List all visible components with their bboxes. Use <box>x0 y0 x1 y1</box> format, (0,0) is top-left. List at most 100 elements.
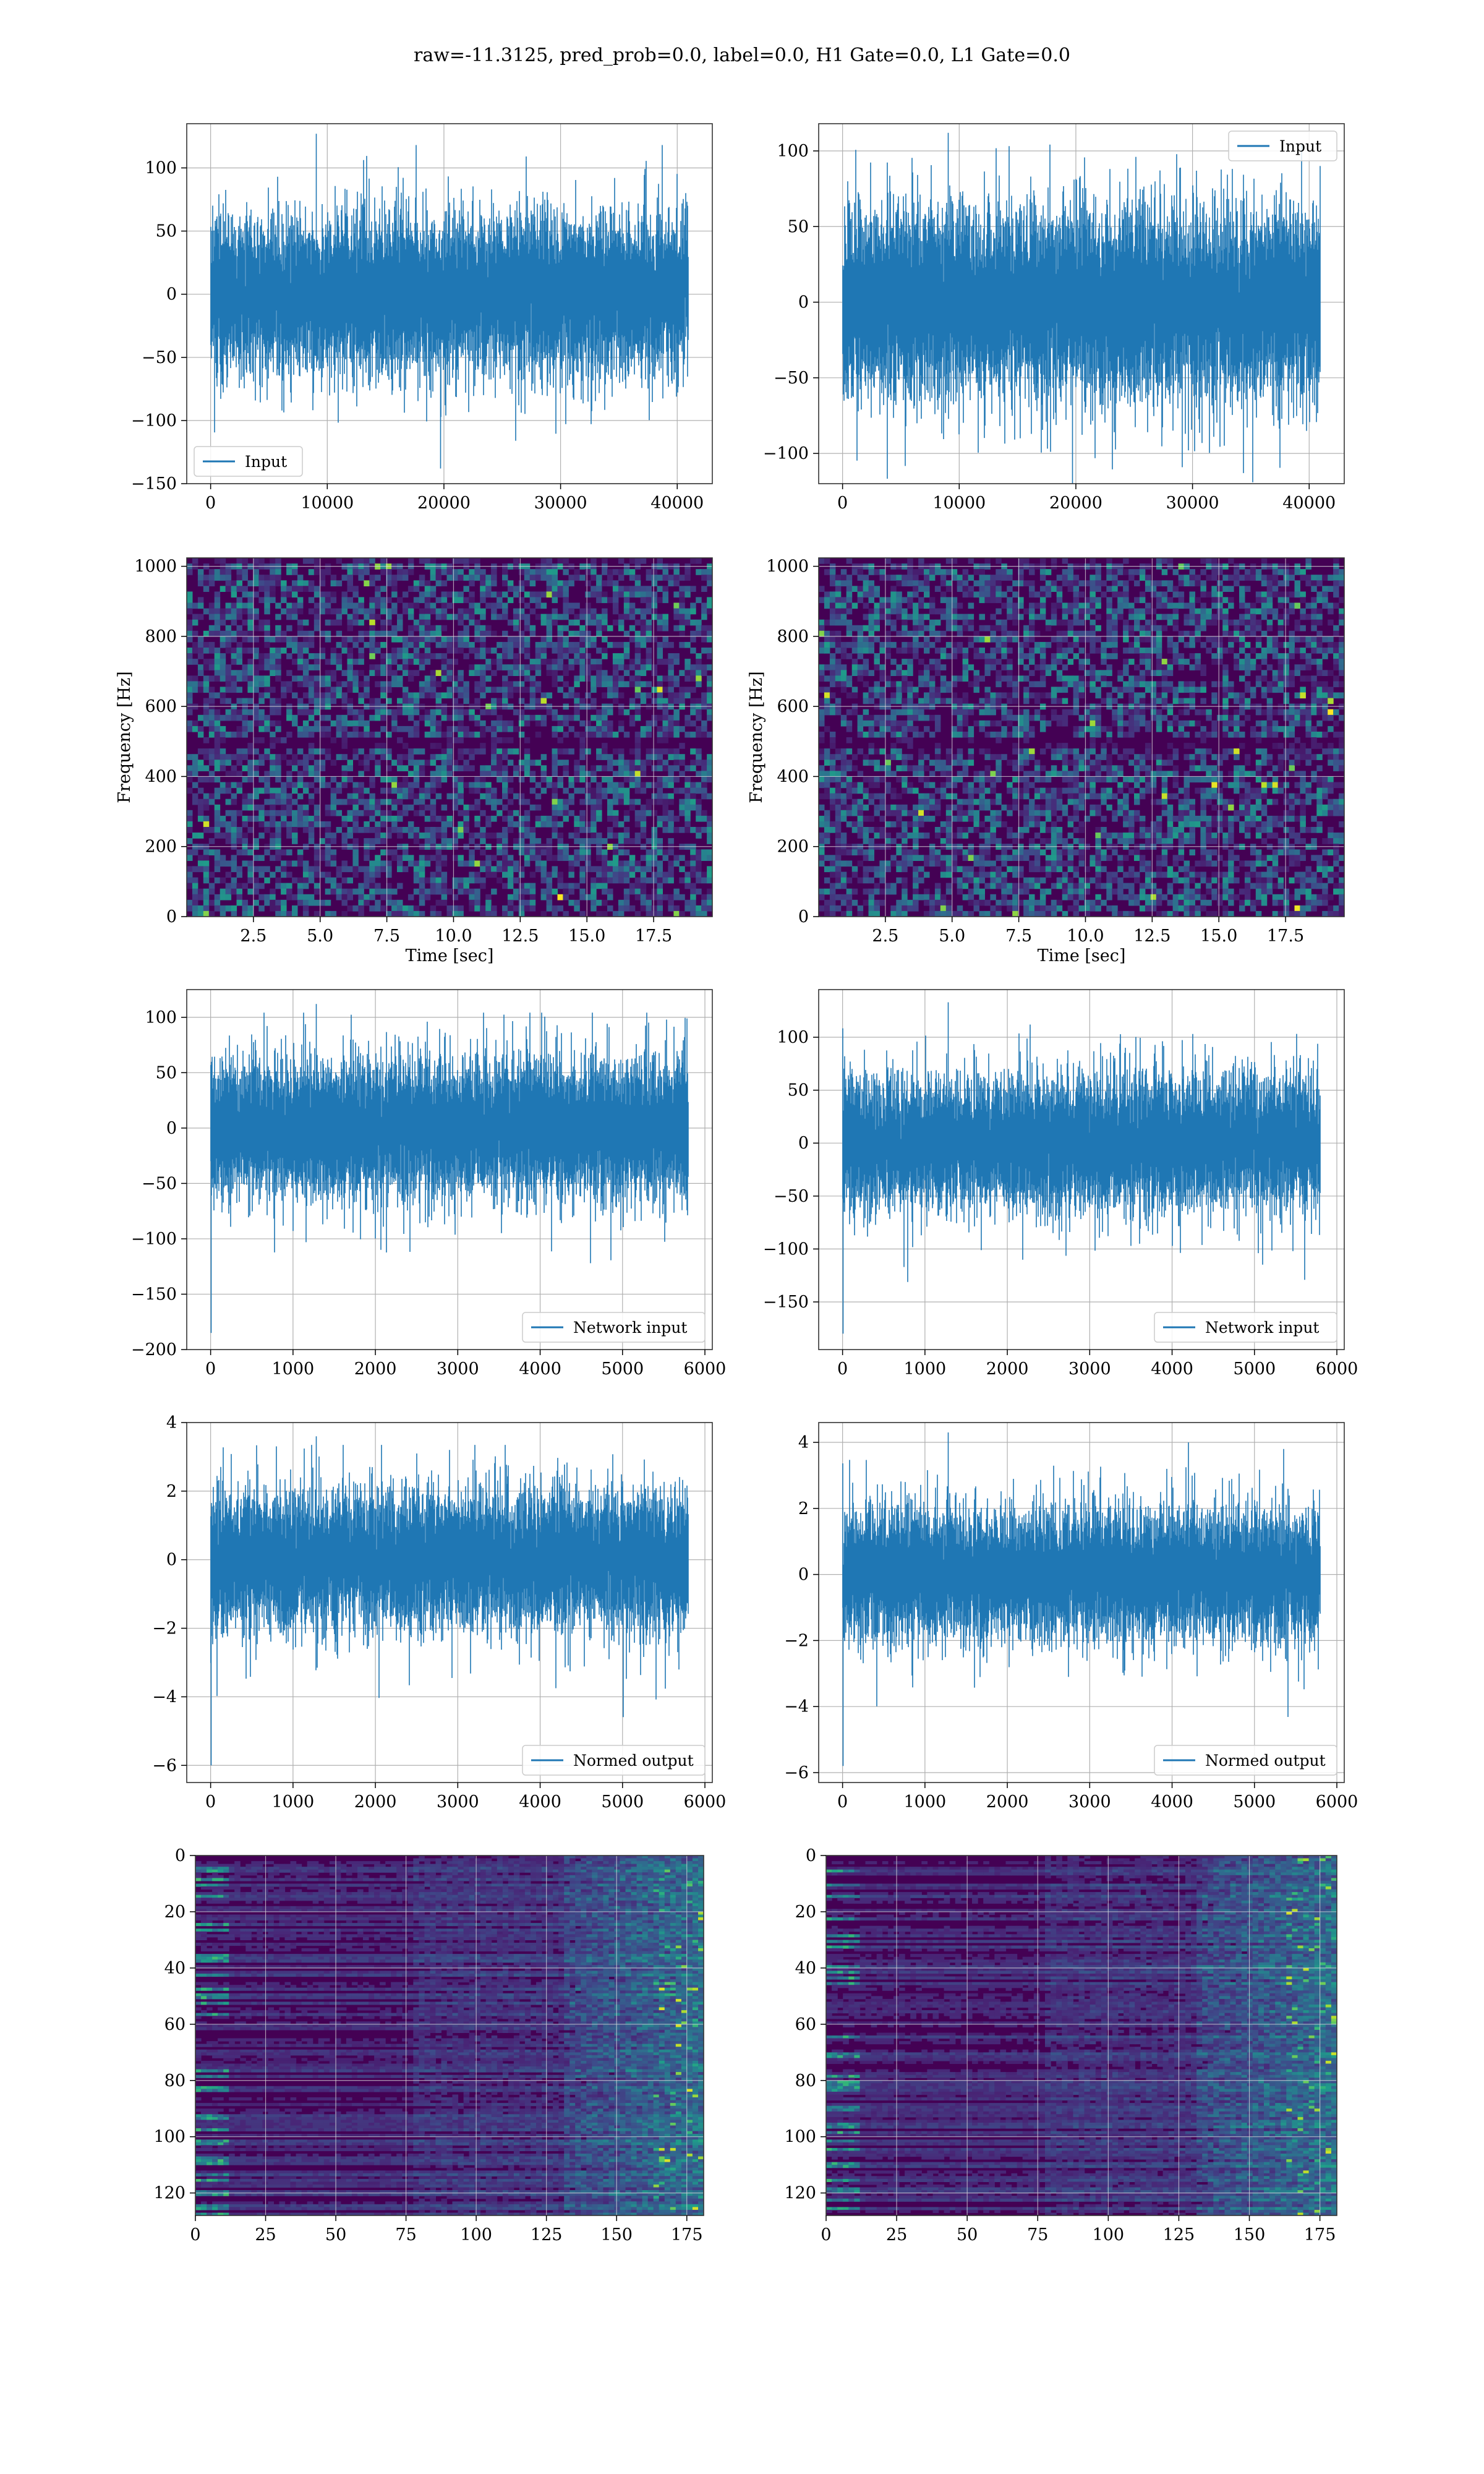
heatmap-cell <box>819 709 825 716</box>
heatmap-cell <box>819 748 825 755</box>
heatmap-cell <box>407 630 414 637</box>
heatmap-cell <box>197 894 204 901</box>
heatmap-cell <box>474 833 480 839</box>
heatmap-cell <box>458 709 464 716</box>
heatmap-cell <box>902 659 908 665</box>
heatmap-cell <box>596 630 602 637</box>
heatmap-cell <box>435 641 442 648</box>
heatmap-cell <box>391 726 398 732</box>
heatmap-cell <box>646 754 652 760</box>
heatmap-cell <box>957 698 963 704</box>
heatmap-cell <box>662 625 668 631</box>
heatmap-cell <box>829 614 836 620</box>
heatmap-cell <box>430 630 437 637</box>
heatmap-cell <box>596 720 602 727</box>
heatmap-cell <box>684 731 691 738</box>
heatmap-cell <box>552 866 558 873</box>
heatmap-cell <box>358 866 364 873</box>
heatmap-cell <box>574 681 580 688</box>
heatmap-cell <box>629 866 636 873</box>
heatmap-cell <box>247 771 254 777</box>
heatmap-cell <box>874 692 880 699</box>
heatmap-cell <box>563 614 569 620</box>
heatmap-cell <box>225 709 232 716</box>
heatmap-cell <box>375 883 381 889</box>
heatmap-cell <box>924 810 930 816</box>
heatmap-cell <box>336 787 343 794</box>
heatmap-cell <box>419 659 425 665</box>
heatmap-cell <box>192 602 198 609</box>
heatmap-cell <box>668 838 674 844</box>
heatmap-cell <box>292 860 298 867</box>
heatmap-cell <box>634 821 641 828</box>
heatmap-cell <box>497 771 503 777</box>
heatmap-cell <box>258 714 265 721</box>
heatmap-cell <box>474 608 480 615</box>
heatmap-cell <box>585 731 591 738</box>
heatmap-cell <box>902 760 908 766</box>
heatmap-cell <box>275 737 281 743</box>
heatmap-cell <box>258 905 265 912</box>
heatmap-cell <box>829 580 836 586</box>
heatmap-cell <box>441 748 448 755</box>
heatmap-cell <box>557 614 563 620</box>
heatmap-cell <box>996 648 1002 654</box>
heatmap-cell <box>513 608 519 615</box>
heatmap-cell <box>336 731 343 738</box>
heatmap-cell <box>962 871 969 878</box>
heatmap-cell <box>819 586 825 592</box>
heatmap-cell <box>907 569 913 575</box>
heatmap-cell <box>513 810 519 816</box>
heatmap-cell <box>292 580 298 586</box>
heatmap-cell <box>673 726 680 732</box>
heatmap-cell <box>829 731 836 738</box>
heatmap-cell <box>929 575 936 581</box>
heatmap-cell <box>463 641 469 648</box>
heatmap-cell <box>585 659 591 665</box>
heatmap-cell <box>297 698 304 704</box>
heatmap-cell <box>707 888 712 895</box>
heatmap-cell <box>313 602 320 609</box>
heatmap-cell <box>579 575 586 581</box>
heatmap-cell <box>424 888 431 895</box>
heatmap-cell <box>208 720 215 727</box>
heatmap-cell <box>480 910 486 917</box>
heatmap-cell <box>375 810 381 816</box>
heatmap-cell <box>192 681 198 688</box>
heatmap-cell <box>618 798 625 805</box>
heatmap-cell <box>874 636 880 643</box>
heatmap-cell <box>846 765 853 771</box>
heatmap-cell <box>840 641 847 648</box>
heatmap-cell <box>846 905 853 912</box>
heatmap-cell <box>203 575 210 581</box>
heatmap-cell <box>253 771 259 777</box>
heatmap-cell <box>651 798 658 805</box>
heatmap-cell <box>552 619 558 626</box>
heatmap-cell <box>863 871 869 878</box>
heatmap-cell <box>275 833 281 839</box>
heatmap-cell <box>247 602 254 609</box>
heatmap-cell <box>640 771 647 777</box>
heatmap-cell <box>203 849 210 855</box>
heatmap-cell <box>607 804 613 811</box>
heatmap-cell <box>397 625 403 631</box>
heatmap-cell <box>591 866 597 873</box>
heatmap-cell <box>629 602 636 609</box>
heatmap-cell <box>397 905 403 912</box>
heatmap-cell <box>413 586 420 592</box>
heatmap-cell <box>391 714 398 721</box>
heatmap-cell <box>264 664 270 670</box>
heatmap-cell <box>591 798 597 805</box>
heatmap-cell <box>602 709 608 716</box>
heatmap-cell <box>220 670 226 676</box>
heatmap-cell <box>242 798 248 805</box>
heatmap-cell <box>651 754 658 760</box>
heatmap-cell <box>270 905 276 912</box>
heatmap-cell <box>829 827 836 833</box>
heatmap-cell <box>524 591 531 598</box>
heatmap-cell <box>657 754 663 760</box>
heatmap-cell <box>220 731 226 738</box>
heatmap-cell <box>835 871 842 878</box>
heatmap-cell <box>352 709 359 716</box>
heatmap-cell <box>497 765 503 771</box>
